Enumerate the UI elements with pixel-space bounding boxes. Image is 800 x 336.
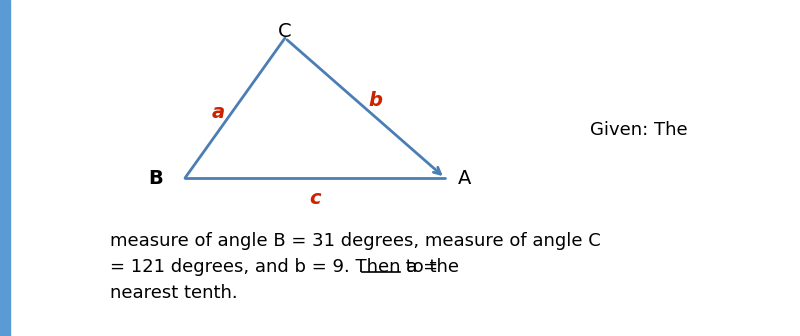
Text: C: C [278, 22, 292, 41]
Text: = 121 degrees, and b = 9. Then a =: = 121 degrees, and b = 9. Then a = [110, 258, 444, 276]
Text: Given: The: Given: The [590, 121, 688, 139]
Text: measure of angle B = 31 degrees, measure of angle C: measure of angle B = 31 degrees, measure… [110, 232, 601, 250]
Text: to the: to the [400, 258, 459, 276]
Text: B: B [148, 168, 163, 187]
Text: a: a [211, 102, 225, 122]
Text: nearest tenth.: nearest tenth. [110, 284, 238, 302]
Text: b: b [368, 90, 382, 110]
Bar [0, 0, 10, 336]
Text: c: c [310, 188, 321, 208]
Text: A: A [458, 168, 471, 187]
